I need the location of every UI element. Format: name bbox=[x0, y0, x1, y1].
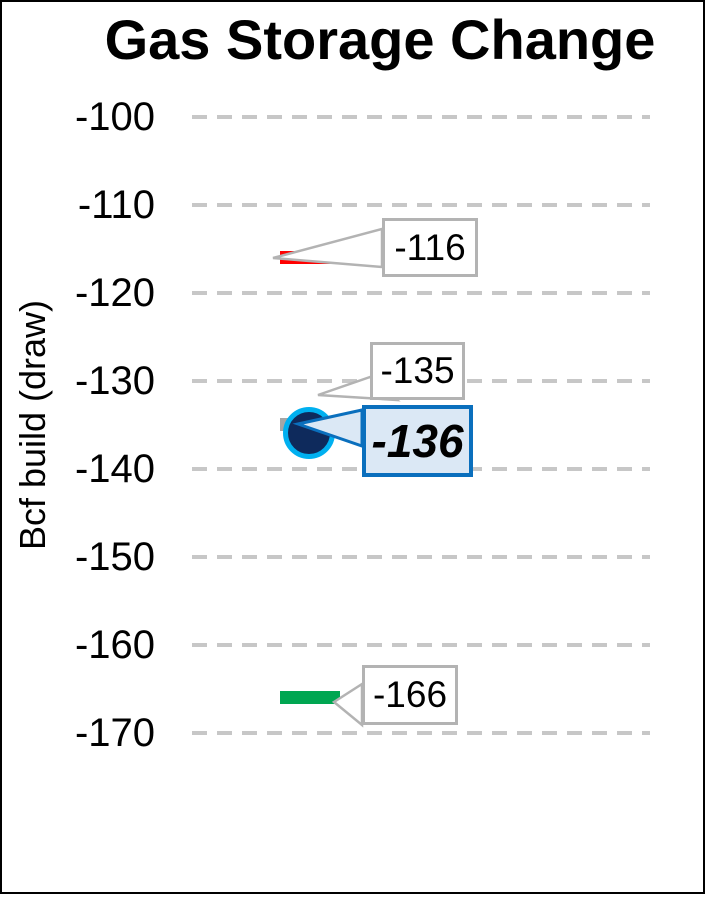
callout-actual-value: -136 bbox=[371, 415, 464, 467]
gridline--100 bbox=[192, 115, 650, 119]
callout-low-est-value: -166 bbox=[372, 674, 448, 715]
y-tick-label: -120 bbox=[74, 271, 155, 315]
chart-title: Gas Storage Change bbox=[104, 8, 656, 71]
y-tick-label: -140 bbox=[74, 447, 155, 491]
gridline--120 bbox=[192, 291, 650, 295]
gridline--160 bbox=[192, 643, 650, 647]
y-tick-label: -170 bbox=[74, 711, 155, 755]
callout-low-est: -166 bbox=[362, 665, 458, 725]
callout-actual: -136 bbox=[362, 405, 473, 477]
marker-low-est bbox=[280, 691, 340, 704]
marker-high-est bbox=[280, 251, 340, 264]
callout-median-est: -135 bbox=[370, 342, 465, 400]
gridline--110 bbox=[192, 203, 650, 207]
callout-high-est: -116 bbox=[382, 218, 478, 277]
legend: High est. Median est. Low est. Actual bbox=[0, 790, 705, 890]
callout-high-est-value: -116 bbox=[394, 226, 466, 268]
y-tick-label: -110 bbox=[77, 183, 155, 227]
y-tick-label: -130 bbox=[74, 359, 155, 403]
callout-median-est-value: -135 bbox=[380, 350, 455, 391]
gridline--170 bbox=[192, 731, 650, 735]
gridline--150 bbox=[192, 555, 650, 559]
y-tick-label: -100 bbox=[74, 95, 155, 139]
marker-actual-point bbox=[283, 407, 335, 459]
y-tick-label: -160 bbox=[74, 623, 155, 667]
y-tick-label: -150 bbox=[74, 535, 155, 579]
y-axis-label: Bcf build (draw) bbox=[12, 299, 53, 551]
